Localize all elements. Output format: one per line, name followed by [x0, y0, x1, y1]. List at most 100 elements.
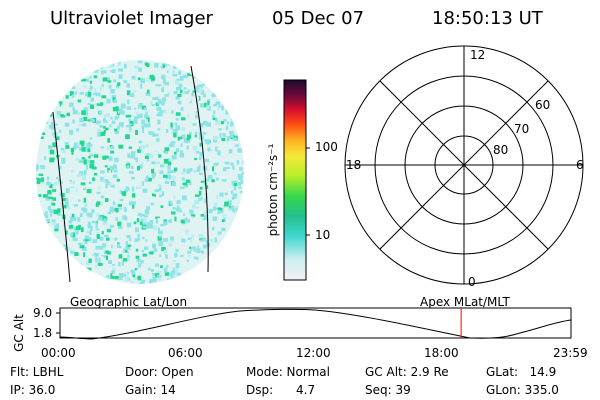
uv-pixel: [181, 177, 185, 181]
uv-pixel: [92, 177, 95, 182]
uv-pixel: [117, 243, 121, 247]
uv-pixel: [194, 158, 197, 161]
uv-pixel: [53, 209, 59, 215]
uv-pixel: [101, 215, 104, 218]
uv-pixel: [126, 99, 130, 105]
uv-pixel: [170, 236, 174, 242]
uv-pixel: [241, 110, 244, 116]
uv-pixel: [144, 155, 149, 159]
uv-pixel: [65, 74, 69, 80]
uv-pixel: [74, 278, 80, 282]
uv-pixel: [200, 214, 204, 217]
uv-pixel: [50, 125, 56, 130]
uv-pixel: [78, 147, 82, 151]
uv-pixel: [48, 62, 51, 66]
uv-pixel: [109, 209, 114, 213]
uv-pixel: [226, 139, 230, 142]
uv-pixel: [215, 272, 219, 277]
uv-pixel: [190, 136, 193, 140]
uv-pixel: [47, 271, 53, 274]
uv-pixel: [161, 268, 165, 274]
uv-pixel: [89, 152, 94, 156]
uv-pixel: [135, 248, 139, 252]
uv-pixel: [129, 125, 132, 130]
uv-pixel: [207, 101, 210, 106]
uv-pixel: [79, 92, 85, 95]
uv-pixel: [100, 176, 104, 180]
uv-pixel: [126, 106, 131, 110]
uv-pixel: [200, 90, 204, 95]
uv-pixel: [243, 188, 244, 193]
uv-pixel: [234, 210, 237, 214]
uv-pixel: [239, 81, 242, 86]
uv-pixel: [99, 65, 103, 69]
uv-pixel: [104, 193, 107, 199]
uv-pixel: [88, 278, 94, 282]
uv-pixel: [65, 63, 68, 68]
uv-pixel: [168, 243, 172, 247]
uv-pixel: [68, 224, 73, 229]
uv-pixel: [236, 129, 242, 133]
seq-info: Seq: 39: [365, 383, 411, 397]
uv-pixel: [84, 238, 89, 242]
uv-pixel: [78, 199, 81, 202]
uv-pixel: [237, 247, 242, 253]
uv-pixel: [76, 175, 80, 180]
uv-pixel: [234, 246, 238, 249]
uv-pixel: [42, 283, 46, 284]
uv-pixel: [230, 243, 233, 247]
uv-pixel: [108, 84, 112, 89]
uv-pixel: [161, 61, 167, 67]
uv-pixel: [180, 143, 183, 147]
uv-pixel: [231, 280, 235, 284]
uv-pixel: [228, 199, 231, 203]
uv-pixel: [71, 151, 74, 155]
uv-pixel: [70, 198, 73, 202]
uv-pixel: [218, 150, 221, 154]
uv-pixel: [146, 207, 151, 210]
time-tick-2359: 23:59: [553, 346, 588, 360]
uv-pixel: [130, 190, 133, 194]
uv-pixel: [181, 171, 186, 175]
uv-pixel: [165, 174, 171, 180]
uv-pixel: [37, 111, 40, 114]
uv-pixel: [164, 272, 170, 276]
altitude-curve: [59, 308, 572, 340]
uv-pixel: [244, 105, 248, 108]
altitude-plot-frame: [59, 307, 572, 339]
uv-pixel: [46, 74, 50, 79]
uv-pixel: [123, 248, 126, 254]
uv-pixel: [129, 170, 134, 174]
uv-pixel: [216, 194, 219, 200]
uv-pixel: [71, 65, 76, 70]
uv-pixel: [230, 121, 235, 126]
uv-pixel: [202, 244, 208, 249]
uv-pixel: [175, 117, 179, 121]
uv-pixel: [187, 98, 192, 102]
uv-pixel: [184, 184, 189, 188]
uv-pixel: [176, 272, 181, 278]
uv-pixel: [102, 70, 107, 74]
uv-pixel: [239, 123, 243, 128]
uv-pixel: [97, 246, 102, 250]
uv-pixel: [171, 277, 175, 281]
uv-pixel: [100, 245, 104, 250]
uv-pixel: [50, 278, 54, 284]
uv-pixel: [90, 250, 96, 253]
time-tick-1200: 12:00: [296, 346, 331, 360]
uv-pixel: [215, 120, 221, 126]
uv-pixel: [185, 138, 190, 142]
uv-pixel: [142, 253, 147, 257]
uv-pixel: [87, 90, 90, 93]
uv-pixel: [167, 278, 172, 284]
uv-pixel: [118, 226, 123, 229]
uv-pixel: [245, 120, 248, 123]
uv-pixel: [200, 239, 205, 242]
uv-pixel: [181, 134, 186, 139]
uv-pixel: [44, 81, 49, 84]
uv-pixel: [55, 281, 59, 284]
uv-pixel: [55, 136, 60, 140]
uv-pixel: [88, 258, 92, 263]
gc-alt-info: GC Alt: 2.9 Re: [365, 365, 449, 379]
uv-pixel: [90, 97, 94, 102]
